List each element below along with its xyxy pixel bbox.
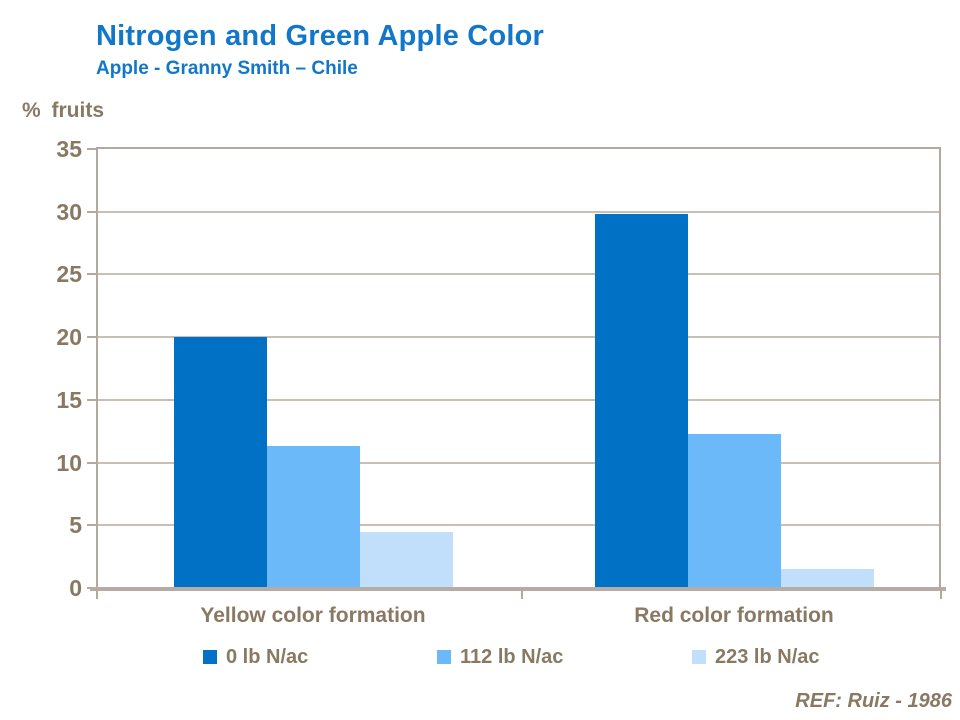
ytick-label-25: 25 [56,261,82,288]
legend-item-2: 223 lb N/ac [692,646,820,669]
ytick-label-35: 35 [56,136,82,162]
ytick-mark-10 [87,461,96,464]
ytick-mark-5 [87,524,96,527]
bar-yellow-0 [173,337,267,588]
xtick-mark-1 [521,589,523,599]
category-label-0: Yellow color formation [200,604,426,627]
legend-item-0: 0 lb N/ac [203,646,308,669]
ytick-mark-25 [87,273,96,276]
bar-red-112 [687,433,781,588]
plot-area [96,147,941,588]
legend-item-1: 112 lb N/ac [437,646,563,669]
category-label-1: Red color formation [634,604,834,627]
bar-red-223 [780,569,874,588]
ytick-mark-15 [87,398,96,401]
gridline-20 [98,336,939,339]
chart-subtitle: Apple - Granny Smith – Chile [96,58,358,79]
ytick-mark-35 [87,148,96,150]
ytick-mark-30 [87,210,96,213]
chart-title: Nitrogen and Green Apple Color [96,20,545,52]
ytick-label-30: 30 [56,198,82,225]
legend-label-2: 223 lb N/ac [715,646,820,668]
bar-red-0 [594,214,688,588]
gridline-5 [98,524,939,527]
legend-label-1: 112 lb N/ac [460,646,564,668]
ytick-label-5: 5 [69,512,82,539]
xtick-mark-2 [940,589,942,599]
reference-label: REF: Ruiz - 1986 [795,690,952,712]
y-axis-unit-label: % fruits [22,99,105,122]
x-axis-baseline [90,587,946,591]
legend-swatch-icon [437,650,451,664]
bar-yellow-112 [266,446,360,588]
legend-swatch-icon [692,650,706,664]
ytick-label-20: 20 [56,324,82,351]
gridline-25 [98,273,939,276]
ytick-label-15: 15 [56,386,82,413]
gridline-10 [98,461,939,464]
ytick-label-0: 0 [69,575,82,601]
bar-yellow-223 [359,531,453,588]
ytick-mark-20 [87,336,96,339]
xtick-mark-0 [96,589,98,599]
ytick-label-10: 10 [56,449,82,476]
gridline-30 [98,210,939,213]
legend-swatch-icon [203,650,217,664]
gridline-15 [98,398,939,401]
legend-label-0: 0 lb N/ac [226,646,309,668]
